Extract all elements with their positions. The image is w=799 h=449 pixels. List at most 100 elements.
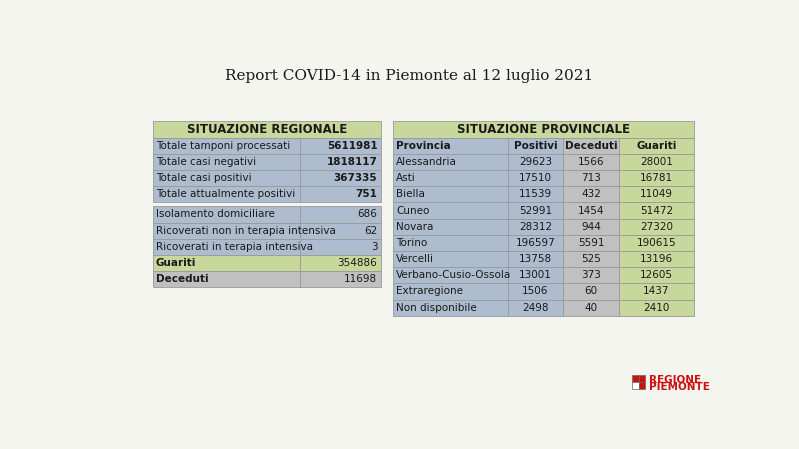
Text: 17510: 17510 — [519, 173, 552, 183]
Bar — [563, 267, 619, 283]
Text: 5591: 5591 — [578, 238, 605, 248]
Text: Totale casi positivi: Totale casi positivi — [156, 173, 252, 183]
Bar — [619, 138, 694, 154]
Text: Biella: Biella — [396, 189, 425, 199]
Text: 28001: 28001 — [640, 157, 673, 167]
Bar — [619, 299, 694, 316]
Text: 12605: 12605 — [640, 270, 673, 280]
Text: 11698: 11698 — [344, 274, 377, 284]
Bar — [563, 235, 619, 251]
Text: 62: 62 — [364, 225, 377, 236]
Text: 686: 686 — [357, 209, 377, 220]
Text: SITUAZIONE REGIONALE: SITUAZIONE REGIONALE — [187, 123, 347, 136]
Bar — [563, 299, 619, 316]
Bar — [153, 186, 300, 202]
Bar — [153, 255, 300, 271]
Text: 354886: 354886 — [337, 258, 377, 268]
Bar — [393, 121, 694, 138]
Bar — [631, 382, 638, 389]
Bar — [507, 251, 563, 267]
Bar — [393, 299, 507, 316]
Text: 1818117: 1818117 — [327, 157, 377, 167]
Bar — [638, 382, 646, 389]
Bar — [393, 267, 507, 283]
Bar — [619, 186, 694, 202]
Bar — [563, 251, 619, 267]
Text: 60: 60 — [585, 286, 598, 296]
Text: Guariti: Guariti — [636, 141, 677, 151]
Bar — [393, 170, 507, 186]
Bar — [619, 154, 694, 170]
Text: 1506: 1506 — [523, 286, 549, 296]
Bar — [619, 283, 694, 299]
Bar — [300, 154, 381, 170]
Text: Isolamento domiciliare: Isolamento domiciliare — [156, 209, 275, 220]
Text: Deceduti: Deceduti — [156, 274, 209, 284]
Text: Totale attualmente positivi: Totale attualmente positivi — [156, 189, 295, 199]
Text: Totale casi negativi: Totale casi negativi — [156, 157, 256, 167]
Bar — [619, 235, 694, 251]
Text: 2498: 2498 — [523, 303, 549, 313]
Bar — [563, 219, 619, 235]
Bar — [393, 251, 507, 267]
Bar — [507, 267, 563, 283]
Bar — [153, 239, 300, 255]
Bar — [563, 170, 619, 186]
Bar — [507, 202, 563, 219]
Text: Extraregione: Extraregione — [396, 286, 463, 296]
Text: 196597: 196597 — [515, 238, 555, 248]
Bar — [507, 235, 563, 251]
Text: 40: 40 — [585, 303, 598, 313]
Bar — [153, 207, 300, 223]
Text: SITUAZIONE PROVINCIALE: SITUAZIONE PROVINCIALE — [457, 123, 630, 136]
Bar — [563, 202, 619, 219]
Bar — [563, 283, 619, 299]
Text: Totale tamponi processati: Totale tamponi processati — [156, 141, 290, 151]
Bar — [153, 170, 300, 186]
Bar — [153, 223, 300, 239]
Bar — [507, 154, 563, 170]
Bar — [300, 186, 381, 202]
Text: Alessandria: Alessandria — [396, 157, 457, 167]
Bar — [393, 186, 507, 202]
Text: Report COVID-14 in Piemonte al 12 luglio 2021: Report COVID-14 in Piemonte al 12 luglio… — [225, 69, 593, 83]
Bar — [619, 202, 694, 219]
Text: 5611981: 5611981 — [327, 141, 377, 151]
Bar — [393, 154, 507, 170]
Bar — [393, 202, 507, 219]
Text: 16781: 16781 — [640, 173, 673, 183]
Bar — [300, 239, 381, 255]
Bar — [153, 154, 300, 170]
Text: 432: 432 — [582, 189, 601, 199]
Bar — [563, 138, 619, 154]
Bar — [631, 375, 638, 382]
Bar — [300, 271, 381, 287]
Text: 1566: 1566 — [578, 157, 605, 167]
Text: Torino: Torino — [396, 238, 427, 248]
Bar — [507, 186, 563, 202]
Bar — [393, 138, 507, 154]
Bar — [393, 283, 507, 299]
Bar — [638, 375, 646, 382]
Text: 525: 525 — [582, 254, 601, 264]
Bar — [563, 154, 619, 170]
Text: Provincia: Provincia — [396, 141, 451, 151]
Bar — [619, 219, 694, 235]
Bar — [300, 207, 381, 223]
Text: Asti: Asti — [396, 173, 415, 183]
Bar — [619, 170, 694, 186]
Text: 1454: 1454 — [578, 206, 605, 216]
Bar — [153, 271, 300, 287]
Bar — [507, 283, 563, 299]
Text: 3: 3 — [371, 242, 377, 252]
Bar — [507, 299, 563, 316]
Text: 373: 373 — [582, 270, 601, 280]
Text: 944: 944 — [582, 222, 601, 232]
Bar — [507, 138, 563, 154]
Bar — [300, 223, 381, 239]
Text: Ricoverati in terapia intensiva: Ricoverati in terapia intensiva — [156, 242, 312, 252]
Text: PIEMONTE: PIEMONTE — [649, 382, 710, 392]
Text: 1437: 1437 — [643, 286, 670, 296]
Text: Verbano-Cusio-Ossola: Verbano-Cusio-Ossola — [396, 270, 511, 280]
Text: 13196: 13196 — [640, 254, 673, 264]
